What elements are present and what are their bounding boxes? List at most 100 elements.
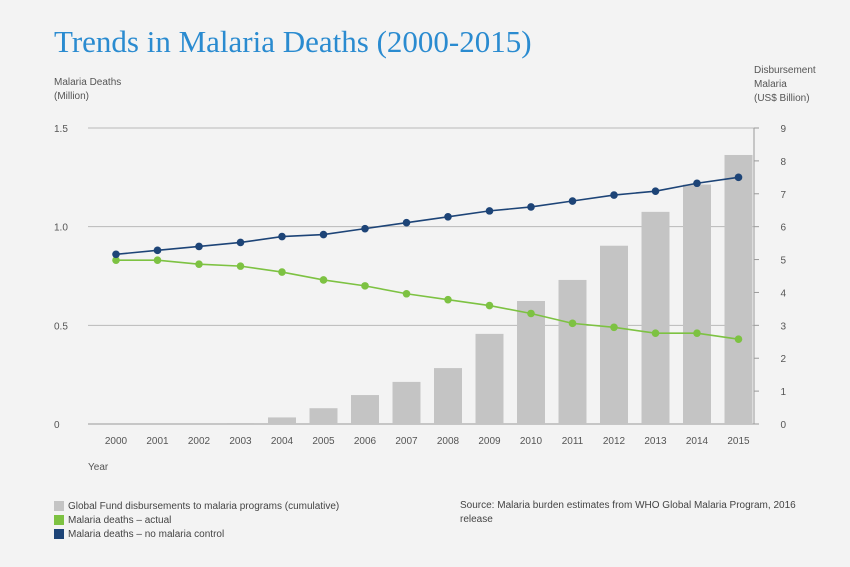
legend-label-actual: Malaria deaths – actual [68,514,172,526]
line-series [112,173,743,343]
series-point [153,256,162,265]
right-tick-label: 4 [780,288,786,299]
x-tick-label: 2011 [562,436,584,447]
right-tick-label: 8 [780,157,786,168]
series-point [278,268,286,276]
series-point [319,230,328,239]
bar [309,408,338,424]
series-point [610,191,618,199]
source-note: Source: Malaria burden estimates from WH… [460,500,796,525]
series-point [195,242,203,251]
right-tick-label: 3 [780,321,786,332]
left-axis-title-line-1: Malaria Deaths [54,77,122,88]
x-tick-label: 2000 [105,436,128,447]
bar [434,368,462,424]
x-tick-label: 2013 [644,436,667,447]
series-point [319,276,328,284]
left-tick-label: 0 [54,420,60,431]
series-point [361,282,369,290]
left-tick-label: 1.5 [54,124,68,135]
left-axis-title-line-2: (Million) [54,91,89,102]
series-line [116,259,739,340]
right-tick-label: 9 [780,124,786,135]
series-point [568,319,577,328]
legend-swatch-actual [54,515,64,525]
right-axis-title-line-2: Malaria [754,79,787,90]
legend-swatch-no-control [54,529,64,539]
x-tick-label: 2015 [727,436,750,447]
bar [475,333,504,424]
series-point [236,238,245,247]
bar [226,423,255,424]
series-point [444,295,452,304]
series-point [734,173,743,182]
bar [600,245,628,424]
legend-item-actual: Malaria deaths – actual [54,513,339,527]
right-tick-label: 2 [780,354,786,365]
right-tick-label: 1 [780,387,786,398]
series-point [402,218,411,227]
right-axis-title: Disbursement Malaria (US$ Billion) [754,64,844,106]
series-point [651,187,660,195]
bar [641,211,670,424]
right-axis-title-line-3: (US$ Billion) [754,93,810,104]
x-tick-label: 2012 [603,436,626,447]
series-point [568,197,577,205]
left-tick-label: 1.0 [54,223,68,234]
series-point [693,179,701,188]
x-tick-label: 2006 [354,436,377,447]
series-point [693,329,701,338]
right-tick-label: 5 [780,256,786,267]
x-tick-label: 2001 [146,436,169,447]
legend-item-disbursements: Global Fund disbursements to malaria pro… [54,499,339,513]
x-tick-label: 2009 [478,436,501,447]
bar [268,417,296,424]
bar [517,300,545,424]
series-point [361,224,369,233]
left-axis-title: Malaria Deaths (Million) [54,76,164,104]
bar [558,279,587,424]
series-point [485,207,494,215]
left-tick-label: 0.5 [54,321,68,332]
series-line [115,176,739,256]
legend-item-no-control: Malaria deaths – no malaria control [54,527,339,541]
series-point [236,262,245,270]
right-tick-label: 6 [780,223,786,234]
series-point [651,329,660,338]
bar [683,184,711,424]
series-point [278,232,286,241]
chart-title: Trends in Malaria Deaths (2000-2015) [54,24,532,59]
series-point [195,260,203,268]
bar [724,154,753,425]
bar [351,395,379,424]
right-axis-title-line-1: Disbursement [754,65,816,76]
x-axis-title: Year [88,462,109,473]
legend-label-disbursements: Global Fund disbursements to malaria pro… [68,500,340,512]
series-point [734,335,743,343]
x-tick-label: 2010 [520,436,543,447]
series-point [485,301,494,310]
bar-series [226,154,753,425]
x-tick-label: 2007 [395,436,418,447]
right-tick-label: 7 [780,190,786,201]
x-tick-label: 2014 [686,436,709,447]
x-tick-label: 2005 [312,436,335,447]
legend: Global Fund disbursements to malaria pro… [54,499,339,541]
series-point [112,256,120,265]
series-point [444,213,452,221]
axes: 0 0.5 1.0 1.5 0 1 2 3 4 5 6 7 8 9 2000 2001 2002 2003 2004… [54,124,786,447]
series-point [527,203,535,211]
legend-swatch-disbursements [54,501,64,511]
series-point [112,250,120,259]
x-tick-label: 2002 [188,436,211,447]
series-point [153,246,162,255]
series-point [527,309,535,318]
x-tick-label: 2008 [437,436,460,447]
bar [392,381,421,424]
right-tick-label: 0 [780,420,786,431]
x-tick-label: 2003 [229,436,252,447]
legend-label-no-control: Malaria deaths – no malaria control [68,528,225,540]
series-point [402,289,411,298]
series-point [610,323,618,332]
